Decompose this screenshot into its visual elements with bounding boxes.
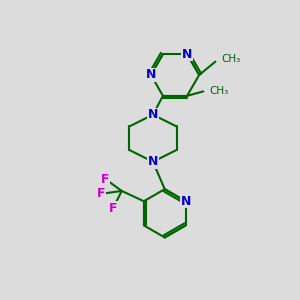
Text: N: N <box>182 47 192 61</box>
Text: F: F <box>101 172 110 186</box>
Text: CH₃: CH₃ <box>222 54 241 64</box>
Text: F: F <box>97 188 105 200</box>
Text: N: N <box>148 108 158 121</box>
Text: F: F <box>109 202 117 215</box>
Text: N: N <box>148 155 158 168</box>
Text: N: N <box>180 195 191 208</box>
Text: CH₃: CH₃ <box>210 86 229 96</box>
Text: N: N <box>146 68 156 81</box>
